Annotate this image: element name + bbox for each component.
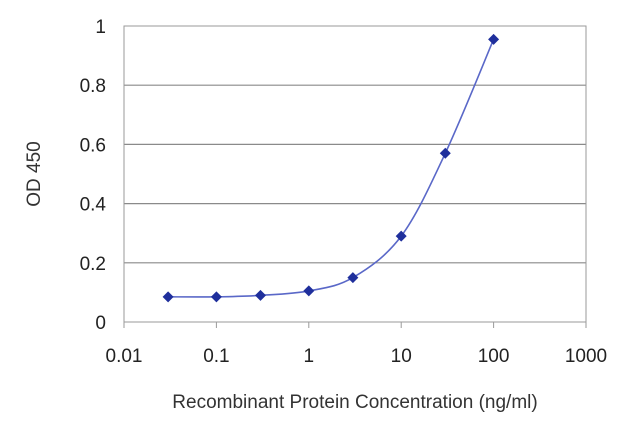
x-tick-label: 10 xyxy=(391,346,412,367)
data-point xyxy=(439,147,451,159)
y-tick-label: 0.4 xyxy=(80,195,107,216)
plot-area-frame xyxy=(123,25,587,323)
y-tick-label: 0.6 xyxy=(80,135,106,156)
data-point xyxy=(395,230,407,242)
y-tick-label: 1 xyxy=(95,17,106,38)
x-tick-label: 1000 xyxy=(565,346,607,367)
fitted-curve xyxy=(168,39,495,298)
x-tick-label: 1 xyxy=(304,346,315,367)
y-axis-title: OD 450 xyxy=(24,141,45,206)
data-point xyxy=(210,291,222,303)
y-tick-label: 0.8 xyxy=(80,76,106,97)
x-tick-label: 0.01 xyxy=(106,346,143,367)
x-axis-title: Recombinant Protein Concentration (ng/ml… xyxy=(172,392,537,413)
data-points xyxy=(162,33,500,303)
data-point xyxy=(347,272,359,284)
x-tick-label: 100 xyxy=(478,346,510,367)
y-tick-label: 0 xyxy=(95,313,106,334)
x-axis-ticks: 0.01 0.1 1 10 100 1000 xyxy=(106,322,607,367)
data-point xyxy=(254,289,266,301)
y-tick-label: 0.2 xyxy=(80,254,106,275)
data-point xyxy=(303,285,315,297)
x-tick-label: 0.1 xyxy=(203,346,229,367)
data-point xyxy=(162,291,174,303)
y-axis-ticks: 0 0.2 0.4 0.6 0.8 1 xyxy=(80,17,107,334)
data-point xyxy=(488,33,500,45)
grid-lines xyxy=(124,84,586,264)
